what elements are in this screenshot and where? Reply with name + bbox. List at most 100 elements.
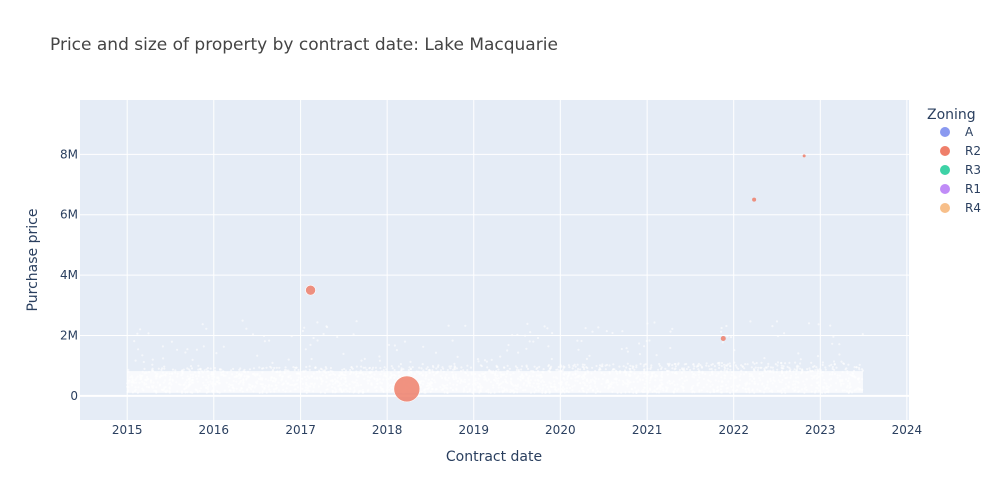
scatter-point-background: [629, 364, 632, 367]
legend-item-r2[interactable]: R2: [940, 144, 981, 158]
scatter-point-background: [520, 368, 523, 371]
scatter-point-background: [595, 364, 598, 368]
scatter-point-background: [639, 362, 642, 365]
scatter-point-background: [835, 366, 838, 369]
scatter-point-background: [660, 367, 663, 371]
scatter-point-background: [776, 364, 779, 367]
scatter-point-background: [310, 357, 313, 361]
scatter-point-background: [265, 366, 268, 369]
scatter-point-background: [451, 339, 454, 342]
scatter-point-background: [176, 348, 179, 351]
scatter-point-background: [682, 368, 685, 371]
legend-marker: [940, 146, 950, 156]
scatter-point-background: [584, 327, 587, 330]
scatter-point-background: [421, 363, 424, 366]
scatter-point-background: [292, 366, 295, 369]
scatter-point-background: [838, 353, 841, 356]
scatter-point-background: [322, 332, 325, 336]
scatter-point-background: [372, 366, 375, 369]
scatter-point-background: [293, 368, 296, 372]
scatter-point-background: [442, 367, 445, 370]
scatter-point-background: [341, 368, 344, 371]
legend-label: R2: [965, 144, 981, 158]
scatter-point-background: [581, 363, 585, 366]
scatter-point-background: [829, 324, 832, 327]
scatter-point-background: [304, 348, 307, 351]
legend[interactable]: Zoning A R2 R3 R1 R4: [927, 107, 981, 215]
scatter-point-background: [382, 369, 385, 372]
scatter-point-background: [270, 366, 273, 369]
scatter-point-background: [815, 366, 818, 369]
scatter-point-background: [796, 367, 799, 370]
scatter-point-background: [723, 369, 726, 372]
scatter-point-background: [151, 363, 154, 366]
scatter-point-background: [483, 359, 487, 362]
scatter-point-background: [435, 367, 438, 370]
scatter-point-background: [186, 348, 189, 351]
scatter-point-background: [697, 368, 700, 371]
x-tick-label: 2017: [285, 423, 316, 437]
scatter-point-background: [466, 369, 469, 372]
scatter-point-r2[interactable]: [720, 335, 726, 341]
scatter-point-background: [460, 366, 463, 369]
scatter-point-r2[interactable]: [305, 284, 316, 296]
scatter-point-background: [195, 348, 198, 351]
scatter-point-background: [316, 321, 319, 324]
scatter-point-background: [645, 339, 648, 343]
scatter-point-background: [671, 367, 674, 370]
scatter-point-r2[interactable]: [393, 375, 421, 403]
scatter-point-background: [710, 367, 713, 371]
scatter-point-background: [633, 368, 636, 371]
scatter-point-background: [448, 365, 451, 368]
scatter-point-background: [550, 357, 553, 361]
scatter-point-background: [323, 369, 327, 372]
scatter-point-background: [142, 360, 145, 364]
scatter-point-background: [601, 363, 604, 366]
scatter-point-background: [838, 343, 841, 346]
scatter-point-background: [643, 368, 646, 371]
chart-title: Price and size of property by contract d…: [50, 35, 558, 55]
scatter-point-background: [760, 366, 763, 369]
legend-item-a[interactable]: A: [940, 125, 974, 139]
scatter-point-background: [400, 367, 403, 370]
scatter-point-background: [171, 368, 175, 371]
legend-label: R4: [965, 201, 981, 215]
scatter-point-background: [824, 366, 827, 369]
legend-label: R1: [965, 182, 981, 196]
scatter-point-background: [750, 366, 753, 369]
scatter-point-background: [245, 327, 248, 330]
scatter-point-r2[interactable]: [752, 197, 757, 202]
scatter-point-background: [832, 360, 836, 363]
scatter-point-background: [831, 342, 834, 345]
scatter-point-background: [395, 349, 398, 352]
scatter-point-background: [733, 349, 736, 352]
scatter-point-background: [127, 368, 130, 371]
scatter-point-background: [767, 362, 770, 365]
legend-item-r1[interactable]: R1: [940, 182, 981, 196]
legend-item-r4[interactable]: R4: [940, 201, 981, 215]
scatter-point-background: [832, 335, 835, 338]
legend-items[interactable]: A R2 R3 R1 R4: [940, 125, 981, 215]
legend-item-r3[interactable]: R3: [940, 163, 981, 177]
scatter-point-background: [403, 340, 407, 343]
scatter-point-background: [799, 362, 802, 365]
scatter-point-background: [469, 366, 473, 369]
scatter-point-background: [799, 358, 802, 361]
y-tick-label: 8M: [60, 147, 78, 161]
scatter-point-background: [626, 362, 629, 365]
scatter-point-background: [741, 365, 744, 368]
scatter-point-r2[interactable]: [802, 154, 806, 158]
scatter-point-background: [612, 363, 615, 366]
legend-marker: [940, 127, 950, 137]
scatter-point-background: [408, 366, 411, 369]
scatter-point-background: [646, 367, 649, 370]
scatter-point-background: [718, 363, 721, 367]
scatter-point-background: [816, 368, 819, 371]
scatter-point-background: [677, 363, 680, 366]
scatter-point-background: [692, 363, 695, 366]
scatter-point-background: [858, 363, 861, 366]
scatter-point-background: [767, 365, 770, 368]
scatter-point-background: [427, 369, 430, 372]
scatter-point-background: [535, 367, 538, 371]
scatter-point-background: [453, 362, 456, 365]
